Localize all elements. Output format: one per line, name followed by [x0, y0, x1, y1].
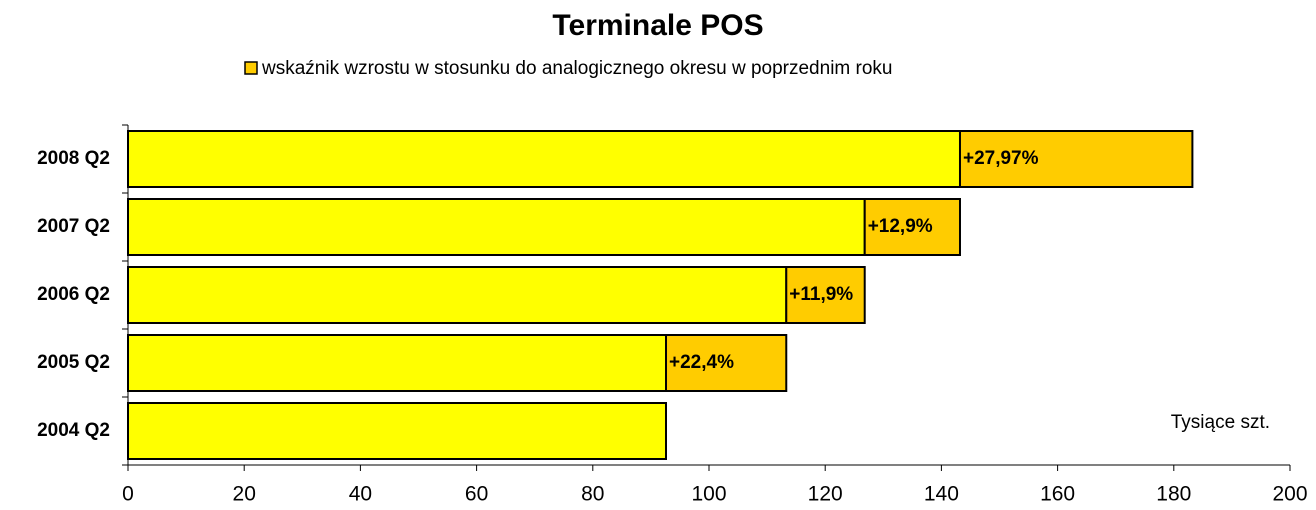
bar [958, 130, 1194, 188]
bar [127, 266, 788, 324]
bar [127, 198, 866, 256]
data-label: +22,4% [669, 352, 734, 373]
legend-label: wskaźnik wzrostu w stosunku do analogicz… [261, 58, 892, 79]
y-tick-label: 2005 Q2 [37, 352, 110, 373]
data-label: +27,97% [963, 148, 1039, 169]
y-tick-label: 2006 Q2 [37, 284, 110, 305]
x-tick-label: 60 [465, 483, 488, 506]
bar [665, 334, 788, 392]
y-tick-label: 2008 Q2 [37, 148, 110, 169]
bar [863, 198, 961, 256]
bar [127, 402, 668, 460]
x-tick-label: 0 [122, 483, 134, 506]
bar [127, 130, 961, 188]
x-tick-label: 20 [233, 483, 256, 506]
x-tick-label: 180 [1156, 483, 1191, 506]
bar [127, 334, 668, 392]
x-tick-label: 200 [1272, 483, 1307, 506]
x-tick-label: 40 [349, 483, 372, 506]
x-tick-label: 140 [924, 483, 959, 506]
bar [785, 266, 866, 324]
x-tick-label: 80 [581, 483, 604, 506]
y-tick-label: 2007 Q2 [37, 216, 110, 237]
x-tick-label: 100 [691, 483, 726, 506]
y-tick-label: 2004 Q2 [37, 420, 110, 441]
data-label: +12,9% [868, 216, 933, 237]
chart-title: Terminale POS [552, 9, 763, 42]
legend-swatch [244, 61, 258, 75]
data-label: +11,9% [789, 284, 853, 305]
x-tick-label: 160 [1040, 483, 1075, 506]
x-tick-label: 120 [808, 483, 843, 506]
annotation: Tysiące szt. [1171, 412, 1270, 433]
